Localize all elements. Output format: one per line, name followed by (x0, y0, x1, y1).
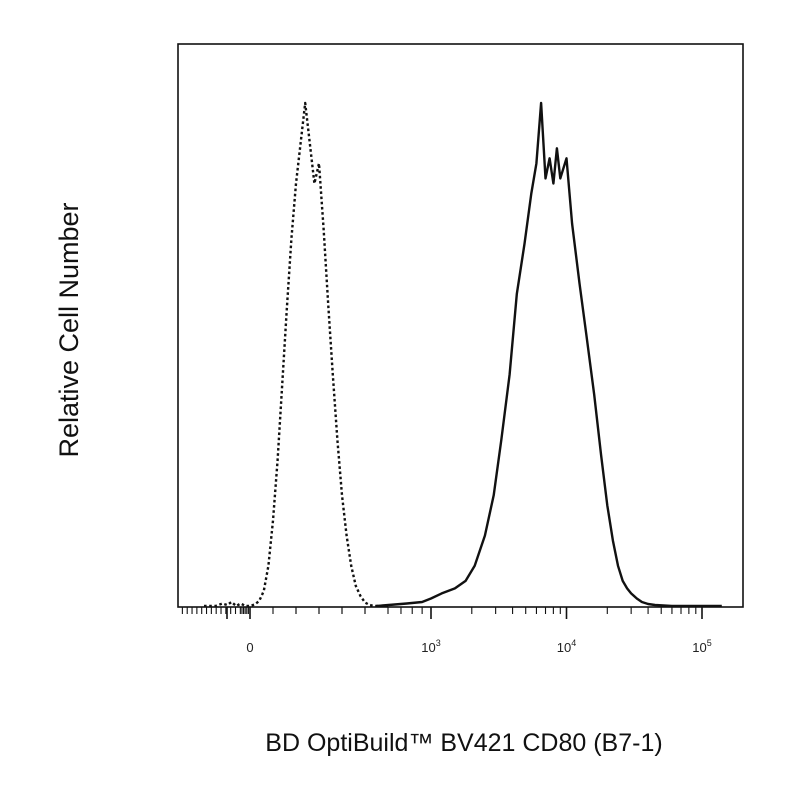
isotype-control-histogram (204, 101, 388, 608)
y-axis-label: Relative Cell Number (54, 202, 84, 457)
x-axis-major-ticks (226, 607, 703, 619)
x-tick-label: 0 (246, 640, 253, 655)
x-axis-minor-ticks (181, 607, 697, 614)
plot-frame (177, 43, 744, 608)
x-tick-label: 104 (557, 638, 576, 655)
x-tick-label: 103 (421, 638, 440, 655)
x-tick-label: 105 (692, 638, 711, 655)
x-axis-tick-labels: 0 103 104 105 (246, 638, 711, 655)
cd80-stained-histogram (376, 101, 722, 608)
x-axis-label: BD OptiBuild™ BV421 CD80 (B7-1) (265, 729, 662, 757)
